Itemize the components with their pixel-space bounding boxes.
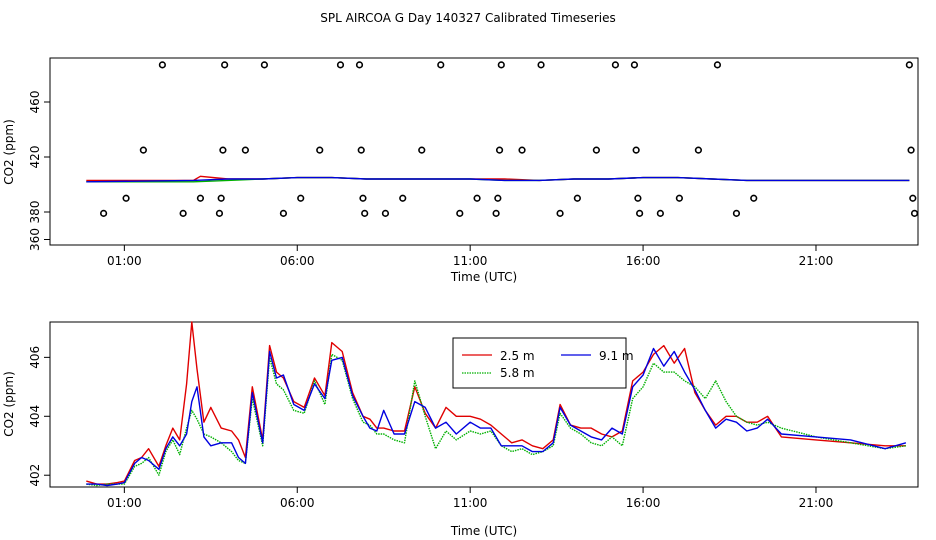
marker-point bbox=[316, 146, 324, 154]
marker-point bbox=[634, 194, 642, 202]
marker-point bbox=[611, 61, 620, 69]
bottom-series-lines bbox=[86, 321, 907, 487]
top-marker-points bbox=[100, 61, 919, 217]
top-x-label: Time (UTC) bbox=[450, 270, 517, 284]
x-tick-label: 21:00 bbox=[799, 496, 834, 510]
marker-point bbox=[636, 209, 644, 217]
marker-point bbox=[100, 209, 108, 217]
marker-point bbox=[675, 194, 683, 202]
marker-point bbox=[656, 209, 664, 217]
marker-point bbox=[497, 61, 505, 69]
marker-point bbox=[905, 61, 913, 69]
legend-box bbox=[452, 337, 627, 389]
top-plot-frame bbox=[49, 57, 919, 246]
legend-label-9-1m: 9.1 m bbox=[599, 349, 634, 363]
bottom-panel: 402 404 406 01:00 06:00 11:00 16:00 21:00 Time… bbox=[2, 321, 919, 538]
marker-point bbox=[217, 194, 225, 202]
marker-point bbox=[713, 61, 722, 69]
marker-point bbox=[910, 209, 919, 217]
series-line-9-1-m bbox=[86, 176, 910, 183]
marker-point bbox=[260, 61, 269, 69]
marker-point bbox=[556, 209, 564, 217]
y-tick-label: 402 bbox=[28, 464, 42, 487]
marker-point bbox=[492, 209, 500, 217]
x-tick-label: 16:00 bbox=[626, 254, 661, 268]
marker-point bbox=[279, 209, 288, 217]
figure-title: SPL AIRCOA G Day 140327 Calibrated Times… bbox=[320, 11, 615, 25]
legend: 2.5 m 5.8 m 9.1 m bbox=[452, 337, 634, 389]
bottom-y-axis: 402 404 406 bbox=[28, 346, 50, 487]
series-line-2-5-m bbox=[86, 321, 906, 485]
y-tick-label: 360 bbox=[28, 228, 42, 251]
marker-point bbox=[537, 61, 545, 69]
top-x-axis: 01:00 06:00 11:00 16:00 21:00 bbox=[107, 245, 833, 268]
marker-point bbox=[361, 209, 369, 217]
marker-point bbox=[381, 209, 390, 217]
marker-point bbox=[221, 61, 229, 69]
marker-point bbox=[592, 146, 600, 154]
top-y-label: CO2 (ppm) bbox=[2, 119, 16, 185]
bottom-x-label: Time (UTC) bbox=[450, 524, 517, 538]
marker-point bbox=[694, 146, 703, 154]
marker-point bbox=[632, 146, 640, 154]
y-tick-label: 460 bbox=[28, 91, 42, 114]
marker-point bbox=[909, 194, 917, 202]
y-tick-label: 420 bbox=[28, 146, 42, 169]
series-line-9-1-m bbox=[86, 347, 907, 487]
marker-point bbox=[179, 209, 187, 217]
marker-point bbox=[336, 61, 345, 69]
marker-point bbox=[473, 194, 481, 202]
marker-point bbox=[630, 61, 639, 69]
marker-point bbox=[907, 146, 915, 154]
marker-point bbox=[399, 194, 407, 202]
marker-point bbox=[573, 194, 581, 202]
marker-point bbox=[437, 61, 445, 69]
marker-point bbox=[418, 146, 426, 154]
x-tick-label: 16:00 bbox=[626, 496, 661, 510]
series-line-5-8-m bbox=[86, 353, 906, 487]
marker-point bbox=[297, 194, 305, 202]
x-tick-label: 11:00 bbox=[453, 254, 488, 268]
bottom-plot-frame bbox=[49, 321, 919, 488]
x-tick-label: 06:00 bbox=[280, 254, 315, 268]
legend-label-2-5m: 2.5 m bbox=[500, 349, 535, 363]
bottom-x-axis: 01:00 06:00 11:00 16:00 21:00 bbox=[107, 487, 833, 510]
marker-point bbox=[494, 194, 502, 202]
marker-point bbox=[518, 146, 526, 154]
marker-point bbox=[241, 146, 249, 154]
bottom-y-label: CO2 (ppm) bbox=[2, 371, 16, 437]
y-tick-label: 380 bbox=[28, 201, 42, 224]
top-panel: 360 380 420 460 01:00 06:00 11:00 16:00 21:00 T… bbox=[2, 57, 919, 284]
x-tick-label: 21:00 bbox=[799, 254, 834, 268]
top-y-axis: 360 380 420 460 bbox=[28, 91, 50, 251]
top-series-lines bbox=[86, 175, 910, 183]
marker-point bbox=[355, 61, 364, 69]
y-tick-label: 404 bbox=[28, 405, 42, 428]
marker-point bbox=[122, 194, 130, 202]
marker-point bbox=[359, 194, 367, 202]
x-tick-label: 11:00 bbox=[453, 496, 488, 510]
x-tick-label: 06:00 bbox=[280, 496, 315, 510]
marker-point bbox=[456, 209, 464, 217]
marker-point bbox=[196, 194, 205, 202]
marker-point bbox=[732, 209, 741, 217]
legend-label-5-8m: 5.8 m bbox=[500, 366, 535, 380]
x-tick-label: 01:00 bbox=[107, 254, 142, 268]
y-tick-label: 406 bbox=[28, 346, 42, 369]
marker-point bbox=[158, 61, 166, 69]
marker-point bbox=[495, 146, 504, 154]
marker-point bbox=[219, 146, 227, 154]
marker-point bbox=[750, 194, 758, 202]
x-tick-label: 01:00 bbox=[107, 496, 142, 510]
marker-point bbox=[139, 146, 147, 154]
marker-point bbox=[215, 209, 224, 217]
marker-point bbox=[357, 146, 365, 154]
